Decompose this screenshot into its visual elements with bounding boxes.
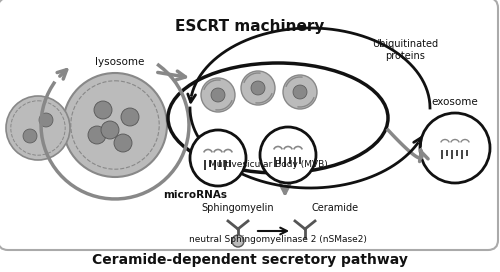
- Circle shape: [232, 235, 244, 247]
- Circle shape: [251, 81, 265, 95]
- Circle shape: [121, 108, 139, 126]
- Circle shape: [23, 129, 37, 143]
- Ellipse shape: [168, 63, 388, 173]
- Text: Sphingomyelin: Sphingomyelin: [202, 203, 274, 213]
- Circle shape: [190, 130, 246, 186]
- Circle shape: [63, 73, 167, 177]
- Circle shape: [94, 101, 112, 119]
- Circle shape: [114, 134, 132, 152]
- Text: exosome: exosome: [432, 97, 478, 107]
- Circle shape: [420, 113, 490, 183]
- Circle shape: [101, 121, 119, 139]
- Text: Multivesicular Body (MVB): Multivesicular Body (MVB): [208, 160, 328, 169]
- Circle shape: [39, 113, 53, 127]
- Circle shape: [88, 126, 106, 144]
- Circle shape: [241, 71, 275, 105]
- Circle shape: [211, 88, 225, 102]
- Circle shape: [283, 75, 317, 109]
- Text: Ceramide-dependent secretory pathway: Ceramide-dependent secretory pathway: [92, 253, 408, 267]
- Circle shape: [293, 85, 307, 99]
- Text: Ubiquitinated
proteins: Ubiquitinated proteins: [372, 39, 438, 61]
- Text: microRNAs: microRNAs: [163, 190, 227, 200]
- Circle shape: [260, 127, 316, 183]
- Circle shape: [6, 96, 70, 160]
- Text: lysosome: lysosome: [96, 57, 144, 67]
- Circle shape: [201, 78, 235, 112]
- FancyBboxPatch shape: [0, 0, 498, 250]
- Text: Ceramide: Ceramide: [312, 203, 358, 213]
- Text: neutral Sphingomyelinase 2 (nSMase2): neutral Sphingomyelinase 2 (nSMase2): [189, 236, 367, 245]
- Text: ESCRT machinery: ESCRT machinery: [176, 18, 324, 33]
